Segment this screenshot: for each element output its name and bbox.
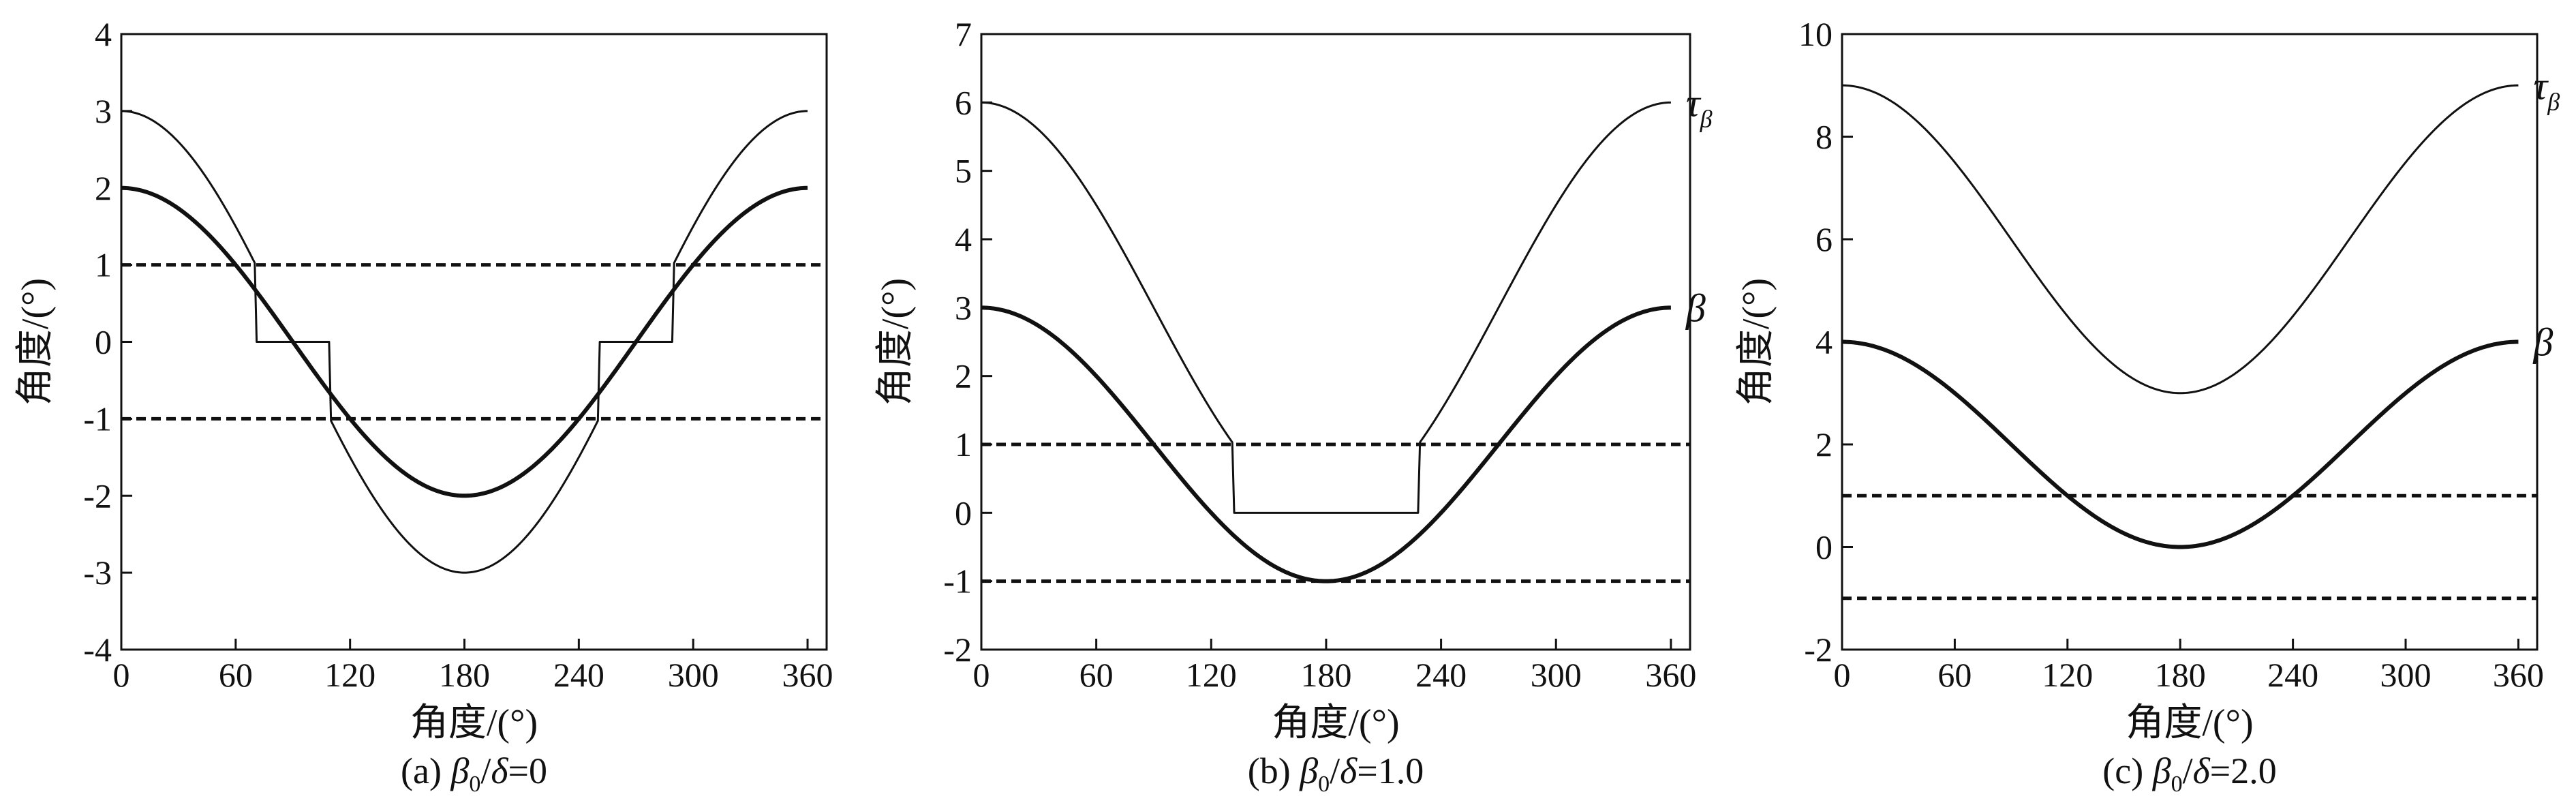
y-tick-label: -1 xyxy=(83,399,112,438)
plot-frame xyxy=(120,33,828,651)
y-tick-label: 4 xyxy=(955,220,972,258)
plot-frame xyxy=(980,33,1691,651)
x-tick-label: 240 xyxy=(2267,656,2318,694)
y-tick-label: 6 xyxy=(1815,220,1833,258)
plot-frame xyxy=(1841,33,2539,651)
panel-c: 0 60 120 180 240 300 360-20246810τββ角度/(°)角度/(… xyxy=(1735,15,2560,797)
x-tick-label: 0 xyxy=(113,656,130,694)
x-tick-label: 120 xyxy=(324,656,375,694)
y-tick-label: 1 xyxy=(95,246,112,284)
y-tick-label: -2 xyxy=(1804,631,1833,669)
panel-caption: (c) β0/δ=2.0 xyxy=(2102,750,2276,797)
y-tick-label: 5 xyxy=(955,152,972,190)
series-beta-line xyxy=(981,305,1672,583)
y-tick-label: 1 xyxy=(955,425,972,464)
x-tick-label: 180 xyxy=(2155,656,2206,694)
panel-caption: (b) β0/δ=1.0 xyxy=(1248,750,1424,797)
y-tick-label: 2 xyxy=(95,169,112,207)
x-tick-label: 120 xyxy=(2042,656,2093,694)
curve-label-tau: τβ xyxy=(1686,80,1713,132)
x-tick-label: 60 xyxy=(1079,656,1114,694)
series-beta-line xyxy=(1841,339,2519,549)
panel-a: 0 60 120 180 240 300 360 -4 -3 -2 -1 0 1 2 3 4 角度/(°) 角度/… xyxy=(14,15,833,797)
y-tick-label: 4 xyxy=(95,15,112,53)
x-axis-title: 角度/(°) xyxy=(2126,702,2253,744)
y-tick-label: 0 xyxy=(1815,528,1833,566)
y-tick-label: -2 xyxy=(943,631,972,669)
curve-label-beta: β xyxy=(1685,286,1706,330)
x-tick-label: 360 xyxy=(1645,656,1696,694)
y-tick-label: 0 xyxy=(95,323,112,361)
series-tau-line xyxy=(121,110,808,574)
y-tick-label: -2 xyxy=(83,476,112,515)
y-tick-label: -4 xyxy=(83,631,112,669)
x-tick-label: 300 xyxy=(668,656,719,694)
y-axis-title: 角度/(°) xyxy=(14,278,57,406)
x-tick-label: 240 xyxy=(1415,656,1467,694)
y-tick-label: 2 xyxy=(955,357,972,395)
y-tick-label: 10 xyxy=(1798,15,1833,53)
series-tau-line xyxy=(981,101,1671,514)
panel-b: 0 60 120 180 240 300 360 -2 -1 0 1 2 3 4 5 6 7 τβ β 角度/(°) 角… xyxy=(874,15,1713,797)
panel-caption: (a) β0/δ=0 xyxy=(401,750,547,797)
x-tick-label: 60 xyxy=(219,656,253,694)
x-tick-label: 180 xyxy=(1300,656,1351,694)
x-tick-label: 120 xyxy=(1186,656,1237,694)
y-tick-label: 8 xyxy=(1815,118,1833,156)
y-tick-label: 0 xyxy=(955,493,972,532)
series-beta-line xyxy=(121,185,808,498)
y-axis-title: 角度/(°) xyxy=(874,278,917,406)
x-axis-title: 角度/(°) xyxy=(410,702,538,744)
y-tick-label: 2 xyxy=(1815,425,1833,464)
y-tick-label: 3 xyxy=(955,288,972,326)
x-tick-label: 240 xyxy=(553,656,604,694)
y-tick-label: 6 xyxy=(955,83,972,121)
curve-label-beta: β xyxy=(2532,320,2553,365)
x-tick-label: 180 xyxy=(439,656,490,694)
x-tick-label: 0 xyxy=(1834,656,1851,694)
x-tick-label: 300 xyxy=(2380,656,2432,694)
y-tick-label: 7 xyxy=(955,15,972,53)
x-axis-title: 角度/(°) xyxy=(1272,702,1399,744)
y-tick-label: 3 xyxy=(95,92,112,130)
series-tau-line xyxy=(1841,84,2519,395)
x-tick-label: 300 xyxy=(1531,656,1582,694)
y-axis-title: 角度/(°) xyxy=(1735,278,1777,406)
y-tick-label: -3 xyxy=(83,553,112,592)
y-tick-label: -1 xyxy=(943,562,972,601)
x-tick-label: 360 xyxy=(782,656,833,694)
x-tick-label: 60 xyxy=(1937,656,1972,694)
x-tick-label: 360 xyxy=(2493,656,2544,694)
x-tick-label: 0 xyxy=(973,656,990,694)
curve-label-tau: τβ xyxy=(2533,63,2560,115)
y-tick-label: 4 xyxy=(1815,323,1833,361)
